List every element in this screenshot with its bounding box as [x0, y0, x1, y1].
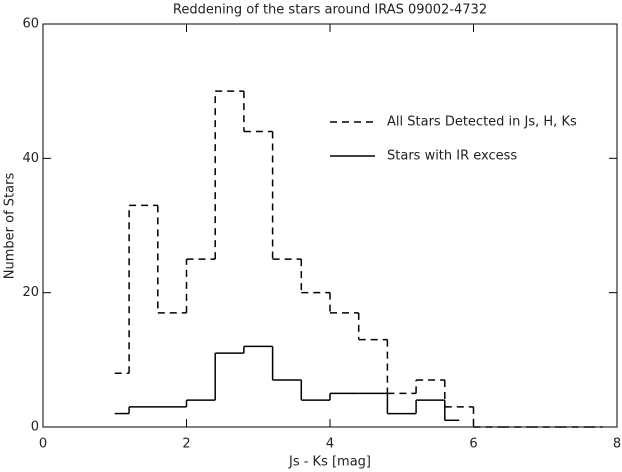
x-tick-label: 0	[39, 437, 47, 452]
y-tick-label: 60	[22, 17, 39, 32]
chart-title: Reddening of the stars around IRAS 09002…	[173, 3, 487, 18]
y-tick-label: 40	[22, 151, 39, 166]
y-tick-label: 0	[31, 420, 39, 435]
y-tick-label: 20	[22, 285, 39, 300]
legend-label: All Stars Detected in Js, H, Ks	[387, 115, 577, 130]
x-tick-label: 6	[469, 437, 477, 452]
y-axis-label: Number of Stars	[3, 173, 18, 280]
x-tick-label: 8	[613, 437, 621, 452]
legend-label: Stars with IR excess	[387, 149, 517, 164]
x-tick-label: 2	[182, 437, 190, 452]
x-axis-label: Js - Ks [mag]	[288, 455, 371, 470]
x-tick-label: 4	[326, 437, 334, 452]
